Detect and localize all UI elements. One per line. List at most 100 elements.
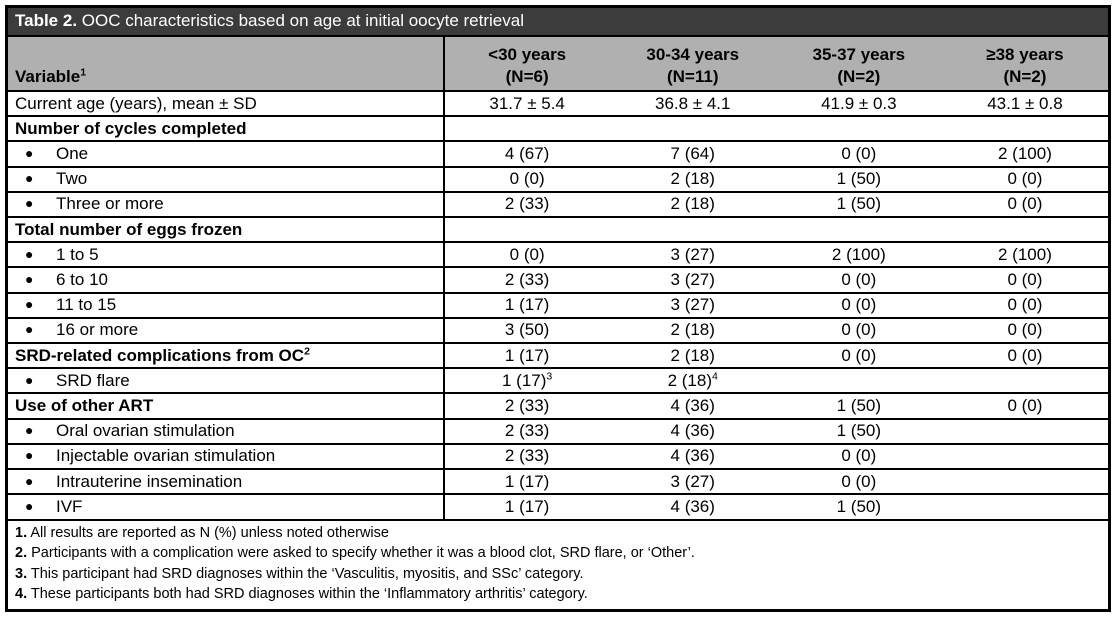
row-label: Current age (years), mean ± SD (8, 91, 445, 118)
value-cell: 0 (0) (443, 242, 610, 269)
age-group-column-header-1: 30-34 years (N=11) (609, 36, 776, 92)
bullet-icon: ● (25, 296, 34, 313)
value-cell: 2 (33) (443, 267, 610, 294)
column-header-row: Variable1 <30 years (N=6) 30-34 years (N=11… (8, 36, 1108, 92)
bullet-icon: ● (25, 170, 34, 187)
value-cell (941, 494, 1108, 521)
value-cell: 0 (0) (941, 393, 1108, 420)
footnote-text: This participant had SRD diagnoses withi… (30, 565, 584, 582)
value-cell: 2 (18) (609, 166, 776, 193)
footnote: 3. This participant had SRD diagnoses wi… (15, 564, 1101, 585)
value-cell: 2 (33) (443, 418, 610, 445)
bullet-icon: ● (25, 422, 34, 439)
value-cell: 0 (0) (941, 166, 1108, 193)
row-label: ● One (8, 141, 445, 168)
column-age-range: <30 years (488, 44, 567, 64)
footnote-number: 1. (15, 524, 28, 541)
footnote-text: Participants with a complication were as… (31, 545, 695, 562)
value-cell: 4 (36) (609, 393, 776, 420)
value-cell: 4 (36) (609, 418, 776, 445)
value-cell: 4 (36) (609, 443, 776, 471)
column-age-range: 35-37 years (812, 44, 906, 64)
value-cell: 2 (33) (443, 191, 610, 219)
bullet-icon: ● (25, 245, 34, 262)
value-cell: 3 (27) (609, 292, 776, 319)
column-sample-size: (N=2) (1003, 66, 1047, 86)
row-label: ● Injectable ovarian stimulation (8, 443, 445, 471)
value-cell: 0 (0) (941, 267, 1108, 294)
table-title: Table 2. OOC characteristics based on ag… (8, 8, 1108, 37)
value-cell (609, 116, 776, 143)
value-cell: 1 (50) (775, 166, 942, 193)
row-label: ● 11 to 15 (8, 292, 445, 319)
row-label-text: Injectable ovarian stimulation (56, 446, 276, 466)
row-label: ● IVF (8, 494, 445, 521)
table-2-frame: Table 2. OOC characteristics based on ag… (5, 5, 1111, 612)
column-sample-size: (N=11) (666, 66, 719, 86)
value-cell: 1 (50) (775, 393, 942, 420)
column-age-range: ≥38 years (986, 44, 1064, 64)
row-label-text: 11 to 15 (56, 295, 117, 315)
footnote-text: All results are reported as N (%) unless… (30, 524, 389, 541)
value-cell: 2 (18) (609, 317, 776, 345)
row-label-text: IVF (56, 496, 83, 516)
column-sample-size: (N=6) (505, 66, 549, 86)
value-cell: 0 (0) (941, 343, 1108, 370)
table-number: Table 2. (15, 11, 78, 30)
value-cell: 1 (50) (775, 418, 942, 445)
value-cell (609, 217, 776, 244)
value-cell: 2 (18) (609, 343, 776, 370)
table-body: Current age (years), mean ± SD 31.7 ± 5.4… (8, 91, 1108, 521)
value-cell: 3 (27) (609, 469, 776, 496)
row-label: ● 6 to 10 (8, 267, 445, 294)
value-cell (941, 418, 1108, 445)
table-row: Total number of eggs frozen (8, 217, 1108, 244)
bullet-icon: ● (25, 447, 34, 464)
bullet-icon: ● (25, 497, 34, 514)
row-label-text: Two (56, 169, 88, 189)
table-row: ● 6 to 10 2 (33) 3 (27) 0 (0) 0 (0) (8, 267, 1108, 294)
bullet-icon: ● (25, 321, 34, 338)
table-row: ● Oral ovarian stimulation 2 (33) 4 (36) 1 (… (8, 418, 1108, 445)
footnote-number: 3. (15, 565, 28, 582)
row-label-text: Three or more (56, 194, 164, 214)
column-sample-size: (N=2) (837, 66, 881, 86)
value-cell: 4 (67) (443, 141, 610, 168)
bullet-icon: ● (25, 145, 34, 161)
table-row: Number of cycles completed (8, 116, 1108, 143)
row-label-text: 1 to 5 (56, 244, 99, 264)
value-cell: 0 (0) (775, 267, 942, 294)
row-label-text: One (56, 144, 89, 163)
value-cell: 2 (100) (941, 242, 1108, 269)
value-cell (941, 116, 1108, 143)
row-label-text: Oral ovarian stimulation (56, 421, 235, 441)
bullet-icon: ● (25, 195, 34, 212)
row-label: ● Two (8, 166, 445, 193)
row-label-text: Intrauterine insemination (56, 471, 243, 491)
row-label: Total number of eggs frozen (8, 217, 445, 244)
value-cell: 1 (50) (775, 191, 942, 219)
footnote-number: 4. (15, 586, 28, 603)
table-row: ● Intrauterine insemination 1 (17) 3 (27) 0 … (8, 469, 1108, 496)
footnotes: 1. All results are reported as N (%) unl… (8, 520, 1108, 609)
row-label: ● 1 to 5 (8, 242, 445, 269)
table-row: ● 11 to 15 1 (17) 3 (27) 0 (0) 0 (0) (8, 292, 1108, 319)
value-cell: 2 (100) (775, 242, 942, 269)
value-cell: 1 (17)3 (443, 368, 610, 395)
table-row: Current age (years), mean ± SD 31.7 ± 5.4… (8, 91, 1108, 118)
value-cell: 2 (33) (443, 393, 610, 420)
table-2: Table 2. OOC characteristics based on ag… (8, 8, 1108, 609)
value-cell: 1 (17) (443, 292, 610, 319)
value-cell: 31.7 ± 5.4 (443, 91, 610, 118)
table-row: ● Injectable ovarian stimulation 2 (33) 4 (… (8, 443, 1108, 471)
value-cell (941, 443, 1108, 471)
value-cell: 1 (17) (443, 343, 610, 370)
table-row: ● SRD flare 1 (17)3 2 (18)4 (8, 368, 1108, 395)
value-cell: 3 (27) (609, 267, 776, 294)
row-label-text: 16 or more (56, 320, 139, 340)
value-cell: 0 (0) (775, 469, 942, 496)
value-cell: 2 (18)4 (609, 368, 776, 395)
value-cell: 7 (64) (609, 141, 776, 168)
